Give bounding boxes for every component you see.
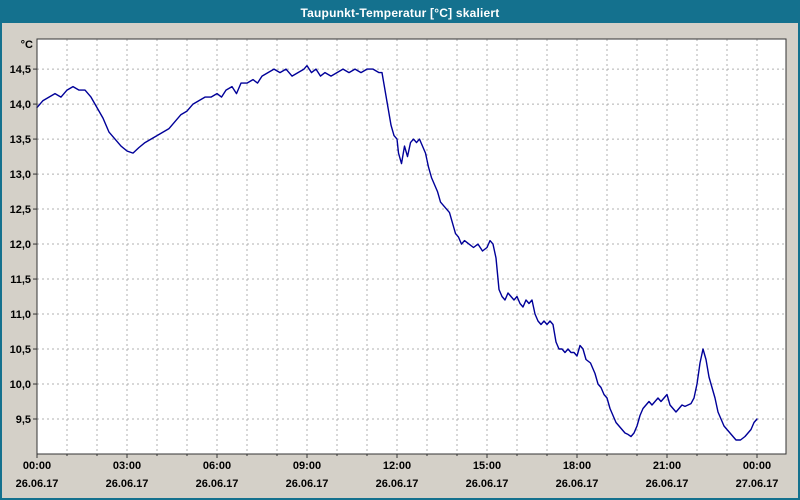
y-axis-unit-label: °C	[21, 39, 33, 51]
svg-text:12,0: 12,0	[10, 239, 31, 251]
svg-text:10,5: 10,5	[10, 344, 31, 356]
x-axis-time-labels: 00:00 03:00 06:00 09:00 12:00 15:00 18:00 21:00…	[23, 460, 771, 472]
svg-text:09:00: 09:00	[293, 460, 321, 472]
svg-text:21:00: 21:00	[653, 460, 681, 472]
x-axis-date-labels: 26.06.17 26.06.17 26.06.17 26.06.17 26.06.17…	[16, 478, 779, 490]
y-axis-labels: 14,5 14,0 13,5 13,0 12,5 12,0 11,5 11,0 10,5 10,0…	[10, 64, 31, 426]
svg-text:13,0: 13,0	[10, 169, 31, 181]
plot-background	[37, 39, 786, 454]
svg-text:26.06.17: 26.06.17	[106, 478, 149, 490]
svg-text:00:00: 00:00	[743, 460, 771, 472]
svg-text:14,5: 14,5	[10, 64, 31, 76]
title-bar: Taupunkt-Temperatur [°C] skaliert	[2, 2, 798, 23]
svg-text:26.06.17: 26.06.17	[466, 478, 509, 490]
chart-title: Taupunkt-Temperatur [°C] skaliert	[300, 5, 500, 20]
svg-text:15:00: 15:00	[473, 460, 501, 472]
svg-text:03:00: 03:00	[113, 460, 141, 472]
svg-text:9,5: 9,5	[16, 414, 31, 426]
svg-text:26.06.17: 26.06.17	[196, 478, 239, 490]
plot-border	[36, 38, 787, 455]
svg-text:26.06.17: 26.06.17	[286, 478, 329, 490]
svg-text:27.06.17: 27.06.17	[736, 478, 779, 490]
svg-text:26.06.17: 26.06.17	[16, 478, 59, 490]
svg-text:13,5: 13,5	[10, 134, 31, 146]
temperature-line	[36, 64, 758, 441]
svg-text:00:00: 00:00	[23, 460, 51, 472]
svg-text:18:00: 18:00	[563, 460, 591, 472]
svg-text:12,5: 12,5	[10, 204, 31, 216]
svg-text:26.06.17: 26.06.17	[646, 478, 689, 490]
svg-text:26.06.17: 26.06.17	[556, 478, 599, 490]
svg-text:26.06.17: 26.06.17	[376, 478, 419, 490]
svg-text:11,5: 11,5	[10, 274, 31, 286]
svg-text:11,0: 11,0	[10, 309, 31, 321]
axis-ticks	[33, 68, 758, 458]
svg-text:14,0: 14,0	[10, 99, 31, 111]
plot-gridlines	[37, 39, 786, 454]
svg-text:06:00: 06:00	[203, 460, 231, 472]
svg-text:10,0: 10,0	[10, 379, 31, 391]
svg-text:°C: °C	[21, 39, 33, 51]
svg-text:12:00: 12:00	[383, 460, 411, 472]
